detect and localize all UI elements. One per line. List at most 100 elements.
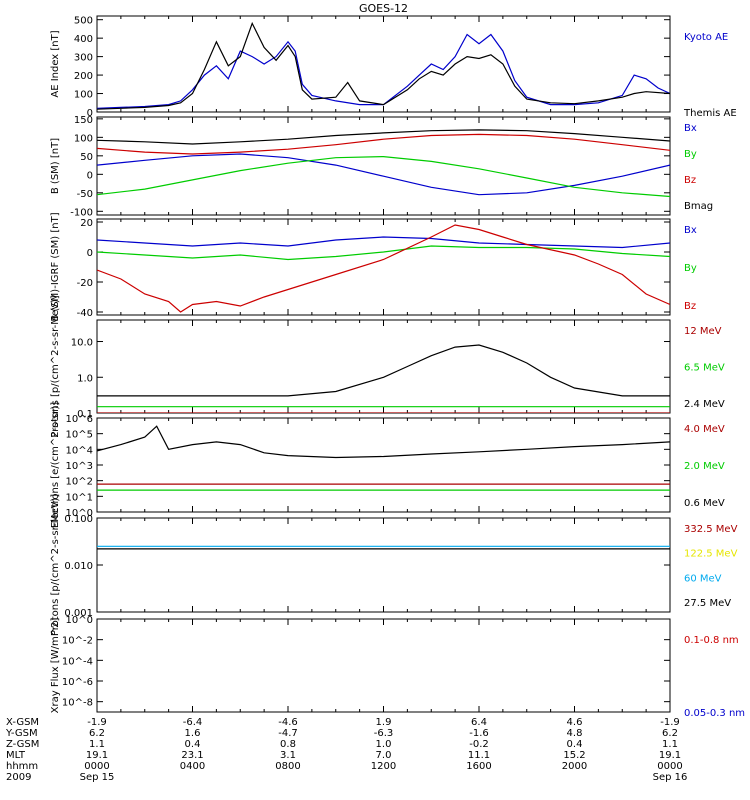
y-tick-label: 0.010 xyxy=(64,561,93,572)
legend-entry: 332.5 MeV xyxy=(684,524,738,535)
x-axis-value: -4.7 xyxy=(278,728,298,739)
y-tick-label: 10^-8 xyxy=(62,698,93,709)
x-axis-value: 1.9 xyxy=(376,717,392,728)
x-axis-value: 1.1 xyxy=(89,739,105,750)
y-tick-label: 10^5 xyxy=(66,430,93,441)
panel-2-ylabel: B (SM) [nT] xyxy=(50,138,61,194)
series-line-bz xyxy=(97,224,670,313)
y-tick-label: 10^3 xyxy=(66,461,93,472)
legend-entry: Kyoto AE xyxy=(684,32,728,43)
x-axis-value: -1.9 xyxy=(660,717,680,728)
y-tick-label: 20 xyxy=(80,218,93,229)
y-tick-label: 10^6 xyxy=(66,414,93,425)
legend-entry: 60 MeV xyxy=(684,573,722,584)
panel-6-ylabel: Protons [p/(cm^2-s-sr-MeV)] xyxy=(50,494,61,636)
legend-entry: 122.5 MeV xyxy=(684,549,738,560)
y-tick-label: -100 xyxy=(70,207,93,218)
series-line-themis-ae xyxy=(97,21,670,110)
x-axis-value: 3.1 xyxy=(280,750,296,761)
y-tick-label: 10.0 xyxy=(71,338,93,349)
y-tick-label: 100 xyxy=(74,90,93,101)
series-line-bx xyxy=(97,236,670,249)
panel-3-ylabel: B (SM)-IGRF (SM) [nT] xyxy=(50,212,61,321)
x-axis-value: 11.1 xyxy=(468,750,490,761)
panel-2-frame xyxy=(96,116,671,216)
x-axis-value: 4.8 xyxy=(567,728,583,739)
x-axis-value: 6.2 xyxy=(89,728,105,739)
y-tick-label: 400 xyxy=(74,34,93,45)
panel-4-frame xyxy=(96,319,671,414)
x-axis-value: 0800 xyxy=(275,761,300,772)
y-tick-label: 0 xyxy=(87,248,93,259)
x-axis-value: -1.9 xyxy=(87,717,107,728)
x-axis-value: 4.6 xyxy=(567,717,583,728)
y-tick-label: 0 xyxy=(87,170,93,181)
x-axis-value: 19.1 xyxy=(659,750,681,761)
legend-entry: By xyxy=(684,263,697,274)
x-axis-value: Sep 16 xyxy=(653,772,688,783)
legend-entry: Themis AE xyxy=(683,108,737,119)
x-axis-value: 6.2 xyxy=(662,728,678,739)
panel-1-frame xyxy=(96,15,671,113)
x-axis-value: 0.4 xyxy=(567,739,583,750)
y-tick-label: 50 xyxy=(80,152,93,163)
x-axis-value: 1200 xyxy=(371,761,396,772)
x-axis-value: 19.1 xyxy=(86,750,108,761)
y-tick-label: 10^-6 xyxy=(62,677,93,688)
legend-entry: Bx xyxy=(684,123,697,134)
legend-entry: 6.5 MeV xyxy=(684,363,725,374)
y-tick-label: 0.1 xyxy=(77,409,93,420)
series-line-2-4-mev xyxy=(97,344,670,397)
panel-5-frame xyxy=(96,417,671,513)
legend-entry: 4.0 MeV xyxy=(684,424,725,435)
x-axis-value: -1.6 xyxy=(469,728,489,739)
x-axis-row-label: Z-GSM xyxy=(6,739,39,750)
panel-1-ylabel: AE Index [nT] xyxy=(50,30,61,97)
y-tick-label: 0 xyxy=(87,108,93,119)
series-line-by xyxy=(97,155,670,198)
y-tick-label: 10^-4 xyxy=(62,656,93,667)
series-line-0-6-mev xyxy=(97,425,670,459)
y-tick-label: 10^0 xyxy=(66,508,93,519)
x-axis-row-label: 2009 xyxy=(6,772,31,783)
x-axis-value: 6.4 xyxy=(471,717,487,728)
panel-3-frame xyxy=(96,218,671,316)
panel-7-ylabel: Xray Flux [W/m^2] xyxy=(50,618,61,714)
x-axis-row-label: Y-GSM xyxy=(5,728,38,739)
x-axis-row-label: MLT xyxy=(6,750,26,761)
x-axis-value: 1.1 xyxy=(662,739,678,750)
y-tick-label: 200 xyxy=(74,71,93,82)
y-tick-label: 500 xyxy=(74,16,93,27)
legend-entry: 0.05-0.3 nm xyxy=(684,708,745,719)
x-axis-value: Sep 15 xyxy=(80,772,115,783)
y-tick-label: -40 xyxy=(77,308,93,319)
legend-entry: Bz xyxy=(684,175,696,186)
series-line-kyoto-ae xyxy=(97,33,670,109)
legend-entry: Bx xyxy=(684,225,697,236)
x-axis-value: 0.4 xyxy=(185,739,201,750)
panel-4-ylabel: Protons [p/(cm^2-s-sr-MeV)] xyxy=(50,295,61,437)
x-axis-value: -0.2 xyxy=(469,739,489,750)
x-axis-value: 0400 xyxy=(180,761,205,772)
y-tick-label: 10^0 xyxy=(66,615,93,626)
panel-5-ylabel: Electrons [e/(cm^2-s-sr)] xyxy=(50,402,61,528)
x-axis-value: 1600 xyxy=(466,761,491,772)
y-tick-label: 150 xyxy=(74,115,93,126)
legend-entry: 0.1-0.8 nm xyxy=(684,635,739,646)
panel-6-frame xyxy=(96,517,671,613)
legend-entry: 12 MeV xyxy=(684,326,722,337)
x-axis-value: 7.0 xyxy=(376,750,392,761)
legend-entry: 2.0 MeV xyxy=(684,461,725,472)
x-axis-value: 23.1 xyxy=(181,750,203,761)
y-tick-label: 100 xyxy=(74,133,93,144)
x-axis-value: 15.2 xyxy=(563,750,585,761)
y-tick-label: 0.001 xyxy=(64,608,93,619)
y-tick-label: -20 xyxy=(77,278,93,289)
legend-entry: Bz xyxy=(684,301,696,312)
y-tick-label: 10^4 xyxy=(66,445,93,456)
series-line-by xyxy=(97,245,670,261)
y-tick-label: 1.0 xyxy=(77,373,93,384)
y-tick-label: -50 xyxy=(77,189,93,200)
x-axis-value: 0000 xyxy=(84,761,109,772)
